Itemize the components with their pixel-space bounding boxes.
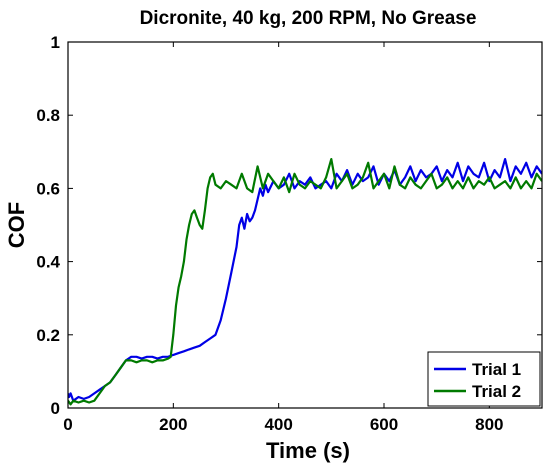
chart-title: Dicronite, 40 kg, 200 RPM, No Grease: [140, 8, 477, 29]
x-tick-label: 800: [475, 415, 503, 434]
x-axis-label: Time (s): [266, 438, 350, 463]
x-tick-label: 200: [159, 415, 187, 434]
x-tick-label: 0: [63, 415, 72, 434]
series-line-1: [68, 158, 542, 402]
legend: Trial 1 Trial 2: [427, 351, 541, 407]
series-line-2: [68, 158, 542, 406]
y-axis-label: COF: [4, 202, 29, 248]
y-tick-label: 0: [51, 399, 60, 418]
legend-label-2: Trial 2: [472, 382, 521, 401]
axes-frame: [67, 41, 543, 409]
x-tick-label: 400: [264, 415, 292, 434]
legend-box: [427, 351, 541, 407]
legend-label-1: Trial 1: [472, 360, 521, 379]
y-tick-label: 0.8: [36, 106, 60, 125]
y-tick-label: 0.2: [36, 326, 60, 345]
y-tick-label: 0.6: [36, 179, 60, 198]
x-tick-label: 600: [370, 415, 398, 434]
y-tick-label: 1: [51, 33, 60, 52]
y-tick-label: 0.4: [36, 253, 60, 272]
